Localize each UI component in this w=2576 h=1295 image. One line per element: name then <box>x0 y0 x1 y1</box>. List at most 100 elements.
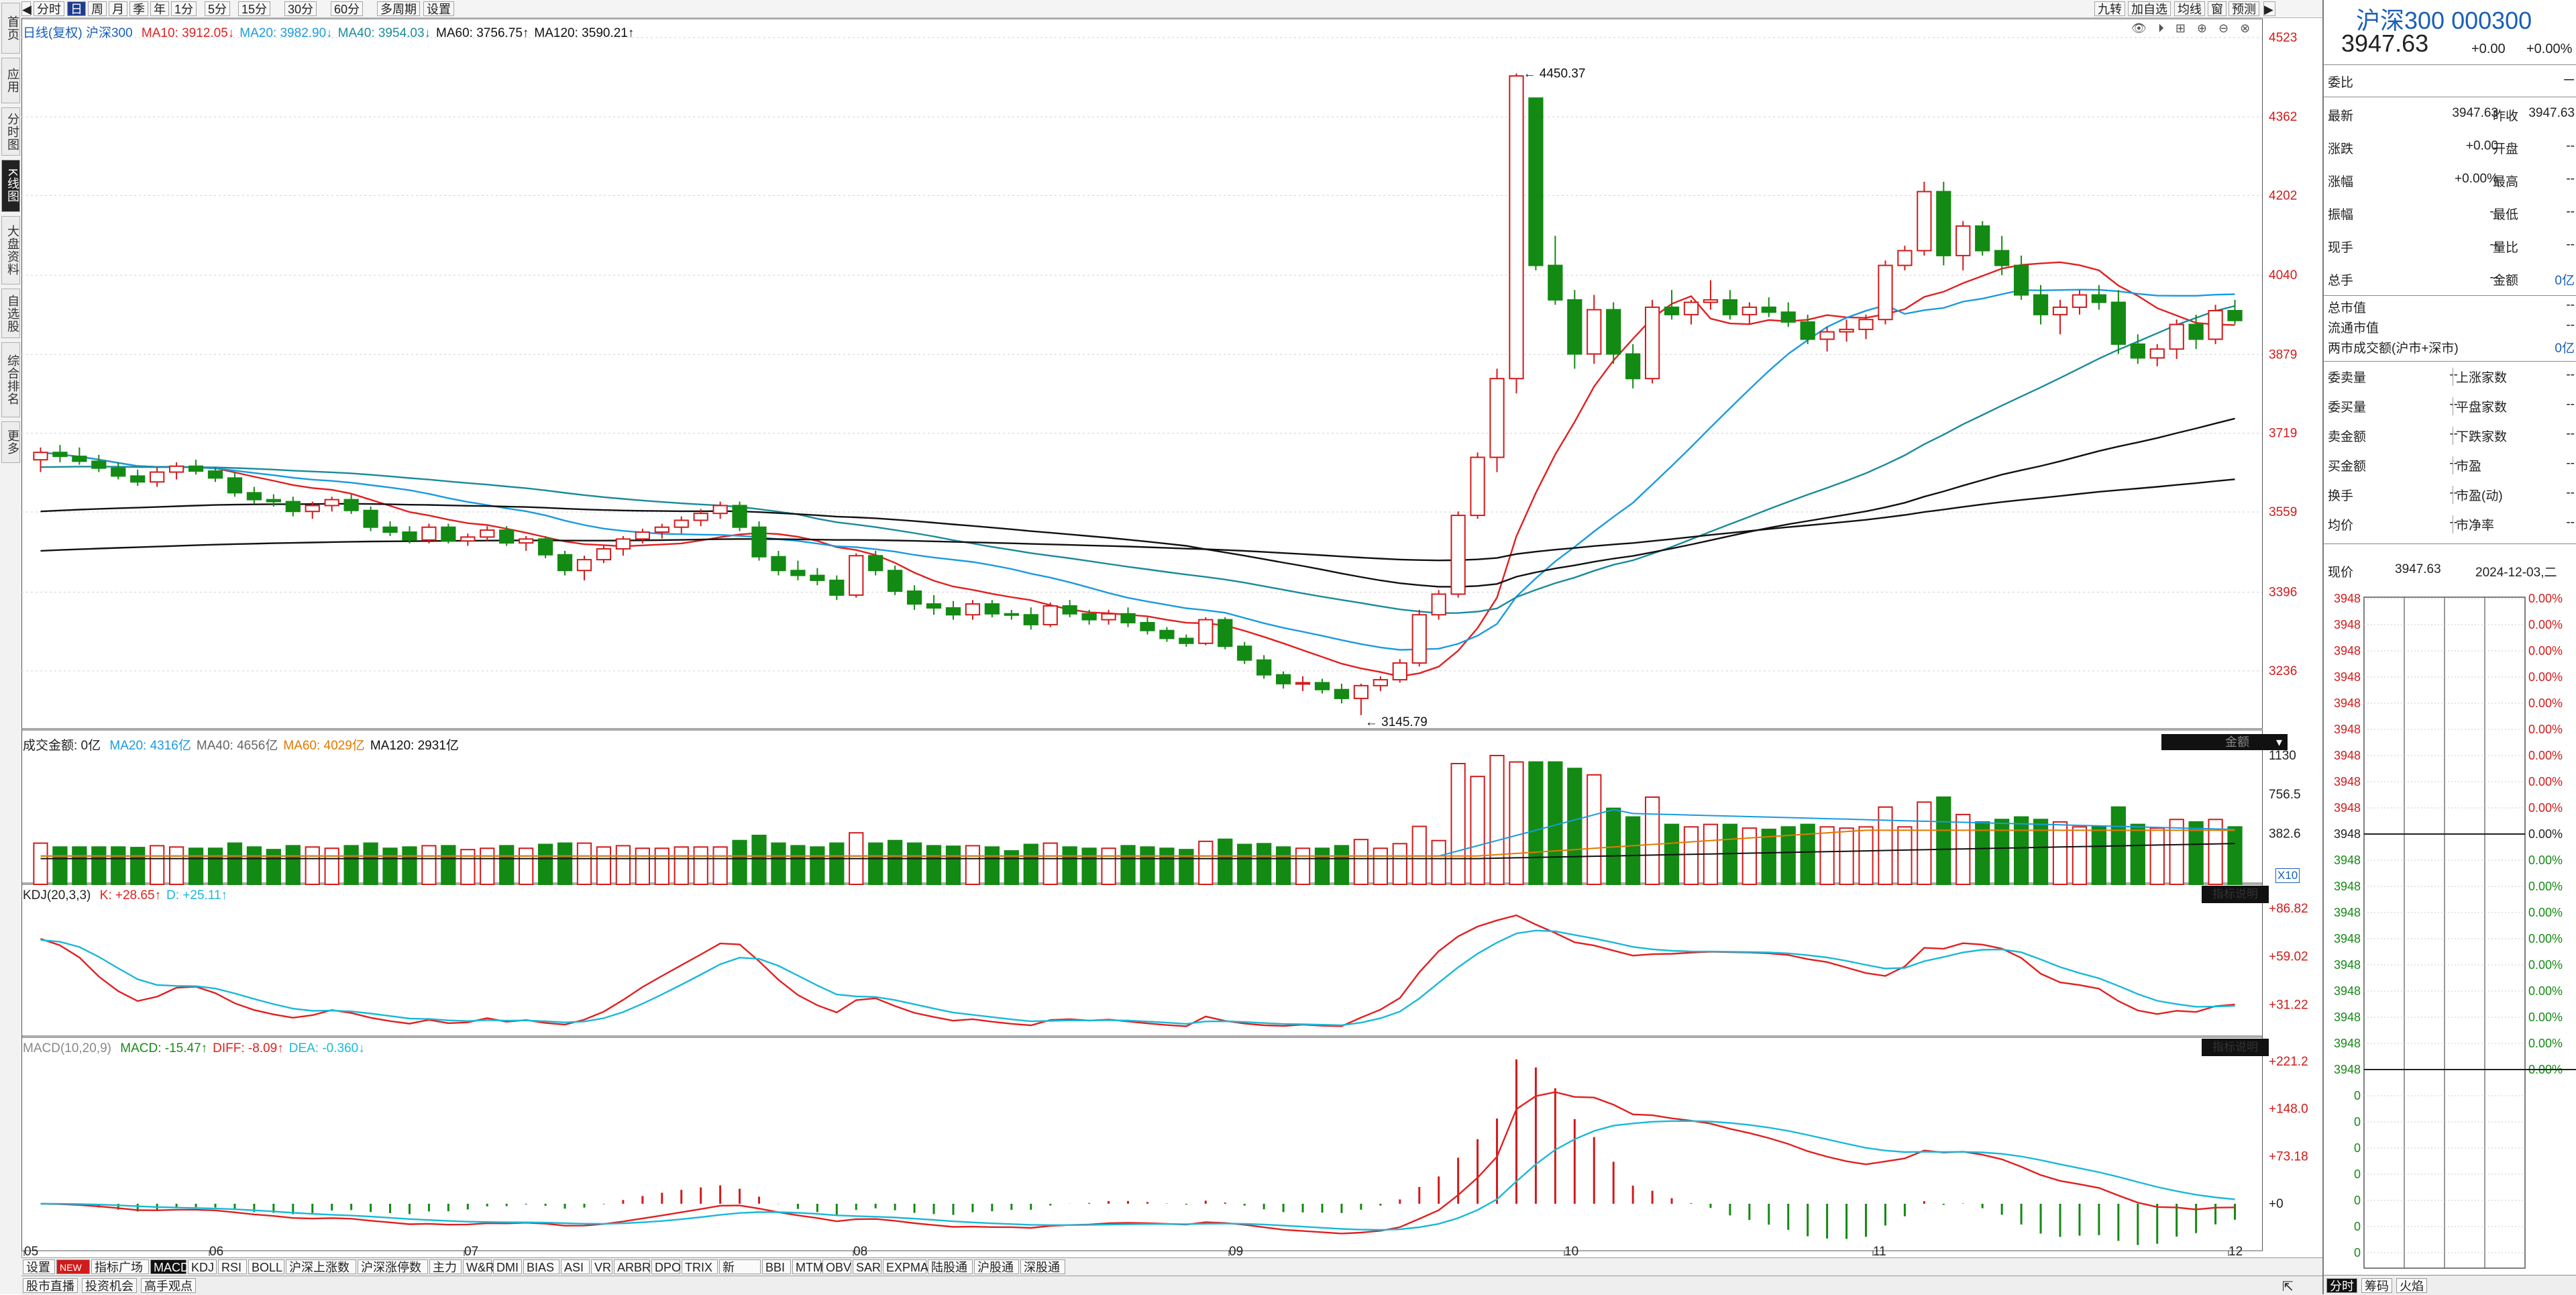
period-right-btn-3[interactable]: 窗 <box>2208 1 2226 16</box>
indicator-tab-1[interactable]: NEW <box>56 1259 90 1274</box>
quote-label: 市净率 <box>2453 515 2494 533</box>
indicator-tab-6[interactable]: BOLL <box>248 1259 284 1274</box>
period-btn-8[interactable]: 15分 <box>238 1 271 16</box>
candle-body <box>829 579 845 596</box>
indicator-tab-5[interactable]: RSI <box>218 1259 247 1274</box>
indicator-tab-2[interactable]: 指标广场 <box>91 1259 149 1274</box>
left-nav-item-1[interactable]: 应用 <box>1 58 20 103</box>
period-btn-2[interactable]: 周 <box>88 1 107 16</box>
candle-body <box>499 529 515 544</box>
indicator-tab-0[interactable]: 设置 <box>23 1259 55 1274</box>
candle-body <box>2208 310 2223 340</box>
candle-body <box>1761 306 1776 313</box>
indicator-tab-14[interactable]: VR <box>591 1259 612 1274</box>
indicator-tab-13[interactable]: ASI <box>561 1259 590 1274</box>
candle-body <box>926 603 942 609</box>
volume-bar <box>1140 846 1155 885</box>
period-btn-7[interactable]: 5分 <box>205 1 231 16</box>
period-btn-5[interactable]: 年 <box>150 1 169 16</box>
period-btn-12[interactable]: 设置 <box>423 1 454 16</box>
macd-dea-line <box>40 1120 2235 1231</box>
period-btn-4[interactable]: 季 <box>129 1 148 16</box>
left-nav-item-7[interactable]: 更多 <box>1 421 20 463</box>
bottom-btn-0[interactable]: 股市直播 <box>23 1278 78 1293</box>
indicator-tab-22[interactable]: SAR <box>853 1259 881 1274</box>
legend-value: D: +25.11↑ <box>166 888 228 902</box>
indicator-tab-3[interactable]: MACD <box>150 1259 189 1274</box>
period-btn-3[interactable]: 月 <box>109 1 127 16</box>
quote-value: -- <box>2563 72 2572 87</box>
volume-bar <box>1392 843 1407 886</box>
kdj-y-tick: +86.82 <box>2269 902 2308 916</box>
period-right-btn-2[interactable]: 均线 <box>2174 1 2205 16</box>
period-btn-1[interactable]: 日 <box>67 1 86 16</box>
period-right-btn-4[interactable]: 预测 <box>2229 1 2259 16</box>
indicator-tab-25[interactable]: 沪股通 <box>974 1259 1019 1274</box>
period-btn-0[interactable]: 分时 <box>34 1 64 16</box>
period-btn-11[interactable]: 多周期 <box>377 1 420 16</box>
indicator-tab-12[interactable]: BIAS <box>523 1259 559 1274</box>
left-nav-item-2[interactable]: 分时图 <box>1 107 20 156</box>
quote-label: 委比 <box>2328 76 2354 90</box>
left-nav-item-0[interactable]: 首页 <box>1 3 20 54</box>
left-nav-item-5[interactable]: 自选股 <box>1 289 20 338</box>
indicator-tab-24[interactable]: 陆股通 <box>928 1259 973 1274</box>
kdj-title: KDJ(20,3,3) <box>23 888 91 902</box>
next-arrow-icon[interactable]: ▶ <box>2263 1 2275 16</box>
bottom-btn-1[interactable]: 投资机会 <box>82 1278 137 1293</box>
macd-diff-line <box>40 1091 2235 1235</box>
indicator-tab-20[interactable]: MTM <box>792 1259 823 1274</box>
left-nav-label: 首页 <box>6 15 19 41</box>
quote-tab-2[interactable]: 火焰 <box>2396 1278 2427 1293</box>
volume-bar <box>1373 847 1388 885</box>
kline-chart-area: 4523 4362 4202 4040 3879 3719 3559 3396 3236 ← 44… <box>21 17 2322 1262</box>
tick-pct-label: 0.00% <box>2528 880 2563 893</box>
left-nav-label: 更多 <box>6 429 19 455</box>
indicator-tab-15[interactable]: ARBR <box>614 1259 651 1274</box>
left-nav-item-4[interactable]: 大盘资料 <box>1 216 20 284</box>
candle-body <box>1509 75 1524 380</box>
tick-chart[interactable]: 3948 0.00% 3948 0.00% 3948 0.00% 3948 0.00% 3948… <box>2324 590 2576 1275</box>
legend-value: MA20: 3982.90↓ <box>239 26 333 40</box>
volume-bar <box>1237 843 1252 885</box>
main-y-tick: 4040 <box>2269 268 2297 282</box>
expand-up-icon[interactable]: ⇱ <box>2282 1280 2294 1294</box>
period-btn-6[interactable]: 1分 <box>171 1 197 16</box>
x-axis-label: 05 <box>24 1245 38 1259</box>
volume-bar <box>2033 819 2049 886</box>
indicator-tab-7[interactable]: 沪深上涨数 <box>286 1259 356 1274</box>
indicator-tab-21[interactable]: OBV <box>822 1259 851 1274</box>
chart-tool-icons[interactable]: 👁 ⏵ ⊞ ⊕ ⊖ ⊗ <box>2131 21 2255 35</box>
macd-help-button[interactable]: 指标说明 <box>2202 1039 2269 1056</box>
volume-bar <box>1819 826 1835 886</box>
indicator-tab-9[interactable]: 主力 <box>429 1259 462 1274</box>
indicator-tab-4[interactable]: KDJ <box>188 1259 217 1274</box>
indicator-tab-17[interactable]: TRIX <box>682 1259 718 1274</box>
indicator-tab-16[interactable]: DPO <box>651 1259 681 1274</box>
candle-body <box>343 499 359 511</box>
bottom-btn-2[interactable]: 高手观点 <box>141 1278 196 1293</box>
indicator-tab-8[interactable]: 沪深涨停数 <box>358 1259 428 1274</box>
quote-tab-1[interactable]: 筹码 <box>2361 1278 2392 1293</box>
period-btn-9[interactable]: 30分 <box>284 1 317 16</box>
prev-arrow-icon[interactable]: ◀ <box>21 1 32 16</box>
left-nav-item-6[interactable]: 综合排名 <box>1 342 20 417</box>
left-nav-item-3[interactable]: K线图 <box>1 160 20 212</box>
main-y-tick: 4202 <box>2269 189 2297 203</box>
kdj-help-button[interactable]: 指标说明 <box>2202 886 2269 903</box>
indicator-tab-18[interactable]: 新DMA <box>719 1259 761 1289</box>
period-right-btn-0[interactable]: 九转 <box>2094 1 2125 16</box>
tick-price-label: 3948 <box>2334 958 2361 972</box>
volume-type-dropdown[interactable]: 金额 ▾ <box>2161 734 2288 750</box>
indicator-tab-11[interactable]: DMI <box>493 1259 522 1274</box>
indicator-tab-26[interactable]: 深股通 <box>1020 1259 1065 1274</box>
period-btn-10[interactable]: 60分 <box>331 1 364 16</box>
kline-chart-svg[interactable]: 4523 4362 4202 4040 3879 3719 3559 3396 3236 ← 44… <box>21 17 2322 1262</box>
x-axis-label: 08 <box>853 1245 867 1259</box>
period-right-btn-1[interactable]: 加自选 <box>2128 1 2171 16</box>
indicator-tab-23[interactable]: EXPMA <box>883 1259 928 1274</box>
kdj-y-tick: +31.22 <box>2269 998 2308 1012</box>
indicator-tab-19[interactable]: BBI <box>762 1259 791 1274</box>
indicator-tab-10[interactable]: W&R <box>463 1259 494 1274</box>
quote-tab-0[interactable]: 分时 <box>2326 1278 2357 1293</box>
